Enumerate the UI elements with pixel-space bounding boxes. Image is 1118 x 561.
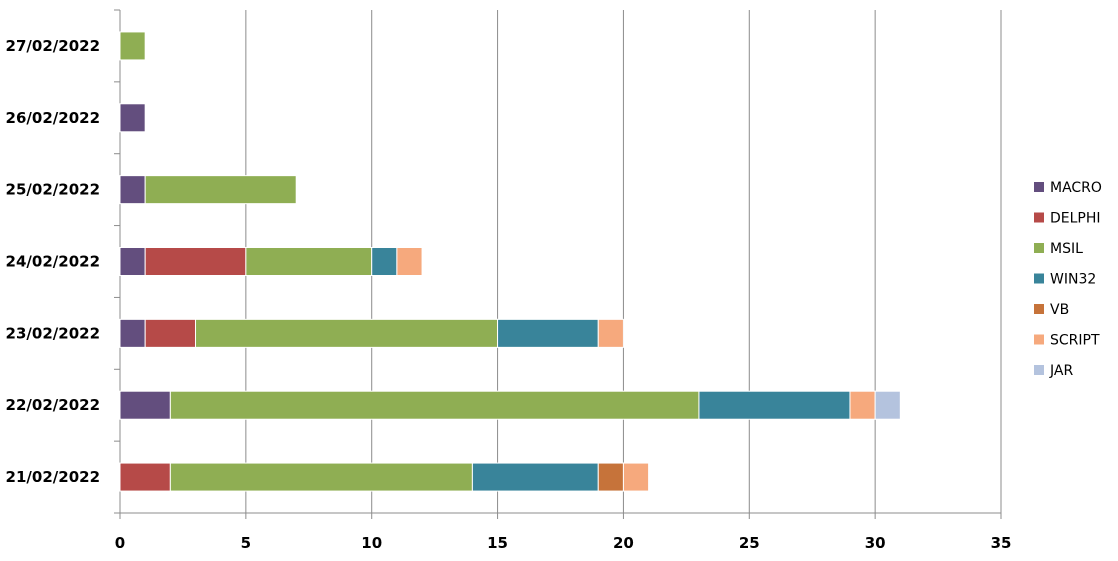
bar-segment-macro <box>119 175 146 205</box>
x-tick-label: 20 <box>613 534 634 552</box>
bar-segment-msil <box>195 318 499 348</box>
bar-segment-script <box>622 462 650 492</box>
category-label: 22/02/2022 <box>6 396 100 414</box>
bar-segment-delphi <box>119 462 171 492</box>
legend-label: JAR <box>1049 363 1073 379</box>
bar-segment-win32 <box>471 462 599 492</box>
bars <box>119 31 901 492</box>
bar-segment-msil <box>245 247 373 276</box>
x-tick-label: 30 <box>865 534 886 552</box>
legend-label: MSIL <box>1050 241 1083 257</box>
category-label: 26/02/2022 <box>6 109 100 127</box>
legend-swatch <box>1034 304 1044 314</box>
bar-segment-msil <box>144 175 297 205</box>
bar-segment-macro <box>119 103 146 133</box>
category-label: 23/02/2022 <box>6 324 100 342</box>
bar-segment-win32 <box>698 390 851 420</box>
x-tick-label: 5 <box>241 534 251 552</box>
category-label: 27/02/2022 <box>6 37 100 55</box>
x-tick-label: 10 <box>361 534 382 552</box>
bar-segment-script <box>396 247 423 276</box>
bar-segment-win32 <box>371 247 398 276</box>
legend-swatch <box>1034 273 1044 284</box>
legend-swatch <box>1034 334 1044 345</box>
legend-swatch <box>1034 365 1044 375</box>
bar-segment-macro <box>119 390 171 420</box>
legend-label: SCRIPT <box>1050 333 1100 349</box>
bar-segment-msil <box>169 462 473 492</box>
category-labels: 27/02/2022 26/02/2022 25/02/2022 24/02/2022… <box>6 37 100 486</box>
bar-segment-jar <box>874 390 901 420</box>
x-tick-label: 15 <box>487 534 508 552</box>
bar-segment-win32 <box>497 318 599 348</box>
legend: MACRO DELPHI MSIL WIN32 VB SCRIPT JAR <box>1034 180 1102 379</box>
bar-segment-macro <box>119 247 146 276</box>
category-label: 24/02/2022 <box>6 253 100 271</box>
bar-segment-macro <box>119 318 146 348</box>
bar-segment-script <box>849 390 876 420</box>
category-label: 21/02/2022 <box>6 468 100 486</box>
bar-segment-script <box>597 318 624 348</box>
legend-label: MACRO <box>1050 180 1102 196</box>
legend-swatch <box>1034 182 1044 192</box>
legend-label: VB <box>1050 302 1069 318</box>
x-tick-labels: 0 5 10 15 20 25 30 35 <box>115 534 1012 552</box>
bar-segment-delphi <box>144 318 197 348</box>
bar-segment-delphi <box>144 247 247 276</box>
bar-segment-msil <box>119 31 146 61</box>
legend-label: DELPHI <box>1050 211 1101 227</box>
legend-swatch <box>1034 243 1044 253</box>
x-tick-label: 0 <box>115 534 125 552</box>
legend-label: WIN32 <box>1050 272 1096 288</box>
gridlines <box>245 10 1002 513</box>
x-tick-label: 25 <box>739 534 760 552</box>
bar-segment-vb <box>597 462 624 492</box>
category-label: 25/02/2022 <box>6 181 100 199</box>
bar-segment-msil <box>169 390 700 420</box>
x-tick-label: 35 <box>991 534 1012 552</box>
legend-swatch <box>1034 212 1044 223</box>
